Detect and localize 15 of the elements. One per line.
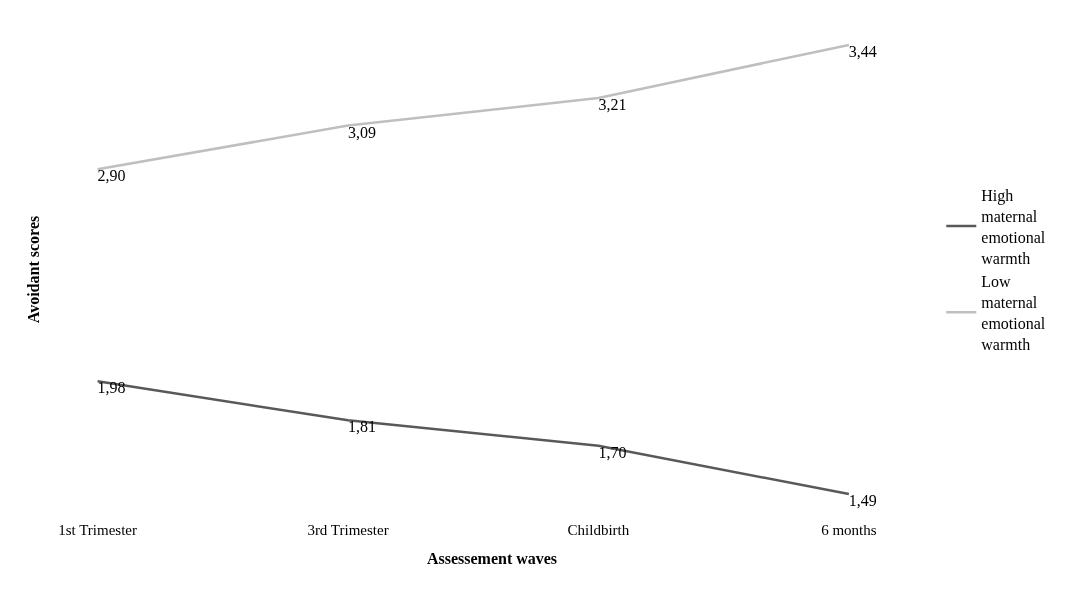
data-label: 1,81 <box>348 418 376 436</box>
y-axis-title: Avoidant scores <box>24 215 42 324</box>
x-tick-label: 3rd Trimester <box>307 522 389 538</box>
data-label: 3,09 <box>348 123 376 141</box>
data-label: 1,98 <box>97 379 126 397</box>
data-label: 3,44 <box>848 42 877 60</box>
x-tick-label: 1st Trimester <box>58 522 137 538</box>
data-label: 2,90 <box>97 167 126 185</box>
x-tick-label: Childbirth <box>567 522 630 538</box>
x-axis-title: Assessement waves <box>426 549 558 567</box>
legend-label: High maternal emotional warmth <box>981 187 1046 267</box>
legend-label: Low maternal emotional warmth <box>981 273 1046 353</box>
data-label: 3,21 <box>598 95 627 113</box>
x-tick-label: 6 months <box>821 522 877 538</box>
data-label: 1,49 <box>848 492 877 510</box>
